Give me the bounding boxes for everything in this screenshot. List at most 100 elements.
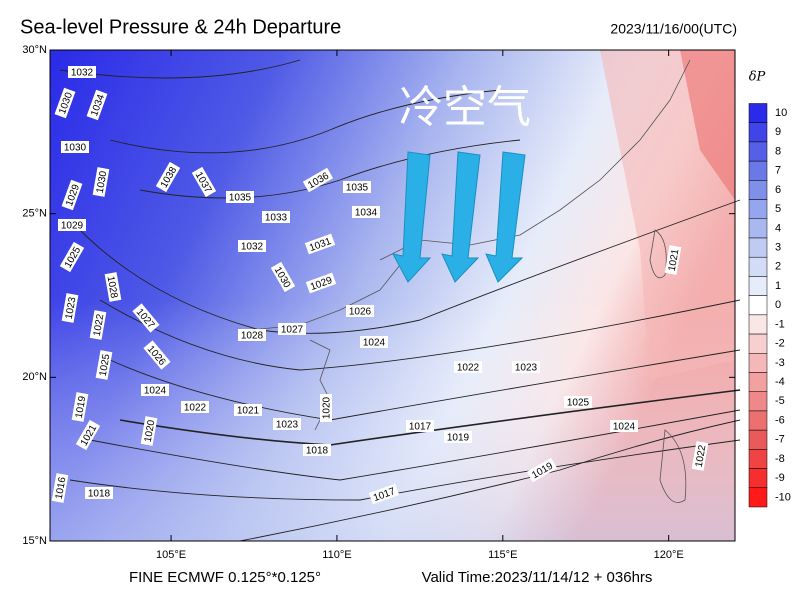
isobar-label-bg	[564, 396, 592, 408]
isobar-label-bg	[68, 66, 96, 78]
axes: 30°N 25°N 20°N 15°N 105°E 110°E 115°E 120°E	[22, 44, 735, 561]
colorbar-box	[748, 122, 768, 143]
map-area: 冷空气	[49, 49, 741, 542]
isobar-label-text: 1018	[88, 489, 111, 500]
isobar-label: 1021	[664, 245, 682, 275]
isobar-label-bg	[85, 487, 113, 499]
isobar-label: 1028	[238, 329, 266, 342]
isobar-label-bg	[406, 420, 434, 432]
lon-tick-label: 115°E	[488, 549, 517, 561]
footer-left: FINE ECMWF 0.125°*0.125°	[129, 569, 321, 586]
isobar-label: 1034	[352, 206, 380, 219]
colorbar-box	[748, 295, 768, 316]
colorbar-label: -3	[775, 357, 785, 369]
isobar-label-bg	[302, 167, 334, 193]
isobar-label: 1024	[610, 420, 638, 433]
colorbar-box	[748, 314, 768, 335]
colorbar-box	[748, 333, 768, 354]
isobar-label-text: 1024	[613, 422, 636, 433]
isobar-label-bg	[368, 483, 400, 505]
isobar-label-bg	[360, 336, 388, 348]
isobar-label-bg	[61, 179, 83, 211]
isobar-label-bg	[262, 211, 290, 223]
isobar-label: 1023	[61, 293, 79, 323]
isobar-label: 1026	[346, 305, 374, 318]
isobar-label: 1030	[92, 167, 110, 197]
isobar-label: 1020	[140, 416, 158, 446]
colorbar-box	[748, 218, 768, 239]
lon-tick-label: 120°E	[654, 549, 684, 561]
isobar-label-text: 1022	[184, 403, 207, 414]
colorbar-label: -10	[775, 491, 791, 503]
colorbar-label: δP	[749, 70, 766, 85]
isobar-label-bg	[181, 401, 209, 413]
colorbar-label: 6	[775, 184, 781, 196]
footer-right: Valid Time:2023/11/14/12 + 036hrs	[422, 569, 653, 586]
isobar-label: 1016	[51, 473, 69, 503]
colorbar-label: 1	[775, 280, 781, 292]
isobar-label-text: 1022	[92, 313, 107, 337]
isobar-label: 1020	[320, 394, 333, 422]
isobar-label-text: 1025	[567, 398, 590, 409]
colorbar-label: -7	[775, 434, 785, 446]
isobar-label-bg	[155, 161, 181, 193]
isobar-label-bg	[86, 89, 108, 121]
colorbar-box	[748, 410, 768, 431]
colorbar-box	[748, 468, 768, 489]
isobar-label: 1030	[61, 141, 89, 154]
isobar-label-text: 1023	[276, 420, 299, 431]
isobar-label: 1029	[58, 219, 86, 232]
isobar-label-bg	[343, 181, 371, 193]
isobar-label: 1032	[238, 240, 266, 253]
colorbar-label: 0	[775, 299, 781, 311]
isobar-label-text: 1032	[241, 242, 264, 253]
colorbar-box	[748, 391, 768, 412]
isobar-label: 1022	[454, 361, 482, 374]
isobar-label-text: 1034	[355, 208, 378, 219]
isobar-label-bg	[104, 272, 122, 302]
isobar-label: 1033	[262, 211, 290, 224]
isobar-label-bg	[526, 457, 558, 483]
isobar-label-text: 1022	[457, 363, 480, 374]
isobar-label: 1035	[226, 191, 254, 204]
isobar-label: 1024	[360, 336, 388, 349]
colorbar-box	[748, 180, 768, 200]
isobar-label-bg	[610, 420, 638, 432]
isobar-label-bg	[89, 310, 107, 340]
isobar-label: 1023	[512, 361, 540, 374]
isobar-label-text: 1019	[447, 433, 470, 444]
isobar-label-text: 1021	[237, 406, 260, 417]
isobar-label-bg	[444, 431, 472, 443]
colorbar-box	[748, 487, 768, 508]
isobar-label-text: 1018	[306, 446, 329, 457]
lat-tick-label: 20°N	[22, 371, 47, 383]
isobar-label-text: 1024	[363, 338, 386, 349]
isobar-label-bg	[303, 444, 331, 456]
isobar-label: 1025	[564, 396, 592, 409]
isobar-label-text: 1024	[144, 386, 167, 397]
isobar-label-text: 1032	[71, 68, 94, 79]
isobar-label-bg	[58, 219, 86, 231]
isobar-label-bg	[51, 473, 69, 503]
isobar-label-bg	[61, 141, 89, 153]
lon-tick-label: 110°E	[322, 549, 351, 561]
isobar-label: 1019	[444, 431, 472, 444]
isobar-label-text: 1035	[229, 193, 252, 204]
isobar-label-bg	[132, 303, 160, 333]
colorbar-box	[748, 353, 768, 373]
isobar-label-bg	[691, 441, 709, 471]
isobar-label-bg	[346, 305, 374, 317]
isobar-label: 1018	[85, 487, 113, 500]
isobar-label-text: 1035	[346, 183, 369, 194]
isobar-label-bg	[238, 240, 266, 252]
colorbar-label: -8	[775, 453, 785, 465]
isobar-label-text: 1020	[143, 419, 158, 443]
isobar-label-bg	[304, 233, 336, 255]
isobar-label-text: 1021	[667, 248, 682, 272]
isobar-label: 1022	[691, 441, 709, 471]
colorbar-label: 5	[775, 203, 781, 215]
isobar-label-bg	[234, 404, 262, 416]
isobar-label-bg	[54, 87, 76, 119]
